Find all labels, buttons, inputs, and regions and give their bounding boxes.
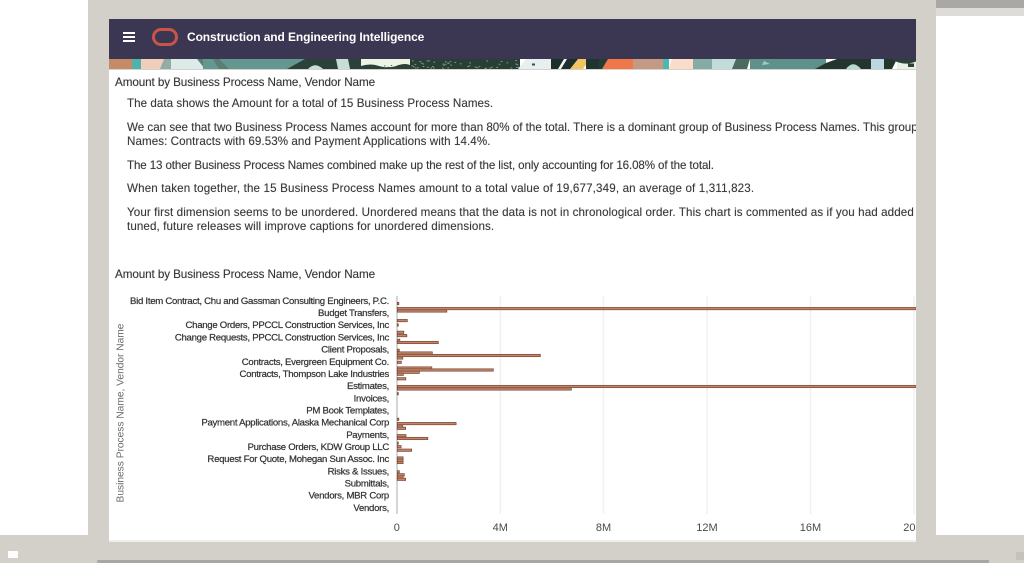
svg-text:Vendors, MBR Corp: Vendors, MBR Corp — [308, 491, 389, 502]
svg-text:8M: 8M — [596, 522, 611, 534]
svg-text:Business Process Name, Vendor: Business Process Name, Vendor Name — [116, 323, 127, 502]
svg-text:Contracts, Evergreen Equipment: Contracts, Evergreen Equipment Co. — [242, 357, 389, 368]
svg-text:Bid Item Contract, Chu and Gas: Bid Item Contract, Chu and Gassman Consu… — [130, 296, 389, 307]
svg-text:Purchase Orders, KDW Group LLC: Purchase Orders, KDW Group LLC — [248, 442, 390, 453]
svg-text:Vendors,: Vendors, — [353, 503, 389, 514]
svg-text:Submittals,: Submittals, — [345, 479, 389, 490]
svg-text:12M: 12M — [696, 522, 717, 534]
svg-text:0: 0 — [394, 522, 400, 534]
svg-text:20M: 20M — [903, 522, 916, 534]
svg-text:4M: 4M — [493, 522, 508, 534]
svg-text:PM Book Templates,: PM Book Templates, — [306, 405, 389, 416]
svg-text:Payments,: Payments, — [346, 430, 389, 441]
svg-text:Estimates,: Estimates, — [347, 381, 389, 392]
svg-text:Budget Transfers,: Budget Transfers, — [318, 308, 389, 319]
svg-text:Invoices,: Invoices, — [354, 393, 389, 404]
svg-text:Request For Quote, Mohegan Sun: Request For Quote, Mohegan Sun Assoc. In… — [207, 454, 389, 465]
svg-text:Contracts, Thompson Lake Indus: Contracts, Thompson Lake Industries — [240, 369, 390, 380]
svg-text:16M: 16M — [800, 522, 821, 534]
svg-text:Client Proposals,: Client Proposals, — [321, 345, 389, 356]
svg-text:Risks & Issues,: Risks & Issues, — [328, 466, 389, 477]
svg-text:Payment Applications, Alaska M: Payment Applications, Alaska Mechanical … — [201, 418, 389, 429]
svg-text:Change Requests, PPCCL Constru: Change Requests, PPCCL Construction Serv… — [175, 332, 390, 343]
svg-text:Change Orders, PPCCL Construct: Change Orders, PPCCL Construction Servic… — [185, 320, 389, 331]
